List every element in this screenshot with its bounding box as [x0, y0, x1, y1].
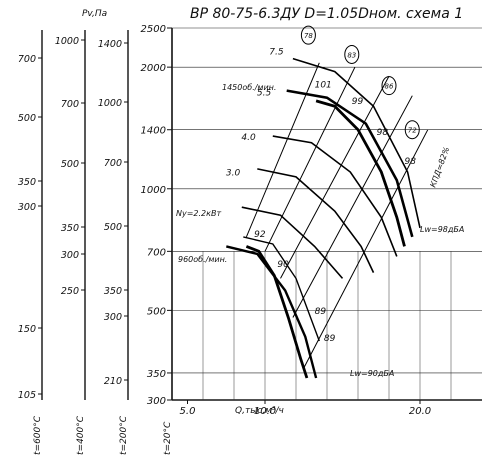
temperature-tick-label: 700 — [104, 158, 122, 169]
temperature-tick-label: 350 — [61, 223, 79, 234]
chart-title: ВР 80-75-6.3ДУ D=1.05Dном. схема 1 — [190, 6, 463, 22]
pressure-curve — [286, 89, 414, 238]
temperature-tick-label: 300 — [18, 202, 36, 213]
temperature-tick-label: 210 — [104, 376, 122, 387]
power-label: 7.5 — [269, 47, 284, 57]
efficiency-value: 98 — [377, 128, 389, 138]
temperature-tick-label: 300 — [104, 312, 122, 323]
temperature-tick-label: 350 — [104, 286, 122, 297]
temperature-tick-label: 500 — [61, 159, 79, 170]
grid-layer — [172, 27, 482, 401]
efficiency-value: 90 — [277, 260, 289, 270]
efficiency-value: 89 — [324, 334, 336, 344]
temperature-tick-label: 150 — [18, 324, 36, 335]
efficiency-label: КПД=82% — [428, 146, 451, 189]
efficiency-line — [280, 75, 390, 279]
efficiency-value: 99 — [352, 97, 364, 107]
efficiency-circle — [404, 120, 420, 140]
temperature-axis-label: t=200°C — [119, 415, 129, 455]
pressure-curve — [272, 135, 398, 257]
y-tick-label: 1000 — [141, 185, 166, 196]
temperature-tick-label: 350 — [18, 177, 36, 188]
noise-label-low: Lw=90дБА — [350, 369, 394, 378]
x-tick-label: 5.0 — [180, 406, 196, 417]
pressure-curve-low — [243, 236, 320, 342]
power-label: 5.5 — [257, 89, 272, 99]
pressure-curve — [257, 168, 375, 273]
efficiency-circle-label: 83 — [347, 51, 356, 59]
y-tick-label: 2500 — [141, 24, 166, 35]
y-tick-label: 2000 — [141, 63, 166, 74]
pv-label: Pv,Па — [82, 9, 107, 19]
pressure-curve-low — [226, 245, 318, 379]
x-axis-label: Q,тыс.м³/ч — [235, 406, 284, 416]
temperature-axis-label: t=20°C — [163, 421, 173, 455]
y-tick-label: 1400 — [141, 126, 166, 137]
temperature-tick-label: 250 — [61, 286, 79, 297]
temperature-tick-label: 1400 — [98, 39, 122, 50]
speed-high-label: 1450об./мин. — [222, 83, 276, 92]
efficiency-circle — [300, 25, 316, 45]
efficiency-line — [292, 95, 413, 318]
temperature-axis-label: t=400°C — [76, 415, 86, 455]
efficiency-circle-label: 78 — [304, 32, 313, 40]
pressure-curve — [292, 57, 421, 229]
efficiency-line — [303, 129, 429, 369]
curves-layer — [226, 57, 429, 379]
pressure-curve — [241, 206, 344, 279]
efficiency-value: 89 — [315, 307, 327, 317]
labels-layer: t=600°C t=400°C t=200°C t=20°C 2500 2000 1400 1… — [18, 24, 431, 455]
temperature-tick-label: 300 — [61, 250, 79, 261]
efficiency-value: 101 — [315, 81, 332, 91]
y-tick-label: 700 — [147, 247, 166, 258]
power-label: 3.0 — [226, 168, 241, 178]
y-tick-label: 350 — [147, 369, 166, 380]
efficiency-circle — [381, 76, 397, 96]
efficiency-circle — [344, 44, 360, 64]
efficiency-circle-label: 72 — [408, 127, 417, 135]
x-tick-label: 10.0 — [254, 406, 276, 417]
temperature-tick-label: 700 — [61, 99, 79, 110]
noise-label-high: Lw=98дБА — [420, 225, 464, 234]
y-tick-label: 300 — [147, 396, 166, 407]
series-line — [245, 245, 309, 379]
efficiency-value: 92 — [254, 230, 266, 240]
power-label: 4.0 — [241, 133, 256, 143]
temperature-tick-label: 105 — [18, 390, 36, 401]
temperature-tick-label: 1000 — [55, 36, 79, 47]
series-line — [315, 99, 406, 247]
y-tick-label: 500 — [147, 306, 166, 317]
efficiency-line — [264, 66, 356, 252]
temperature-tick-label: 700 — [18, 54, 36, 65]
temperature-tick-label: 1000 — [98, 98, 122, 109]
efficiency-value: 98 — [405, 157, 417, 167]
temperature-tick-label: 500 — [18, 113, 36, 124]
x-tick-label: 20.0 — [409, 406, 431, 417]
temperature-axis-label: t=600°C — [33, 415, 43, 455]
speed-low-label: 960об./мин. — [178, 255, 227, 264]
efficiency-circle-label: 86 — [385, 83, 394, 91]
ny-label: Ny=2.2кВт — [176, 209, 221, 218]
temperature-tick-label: 500 — [104, 222, 122, 233]
efficiency-line — [245, 62, 320, 238]
